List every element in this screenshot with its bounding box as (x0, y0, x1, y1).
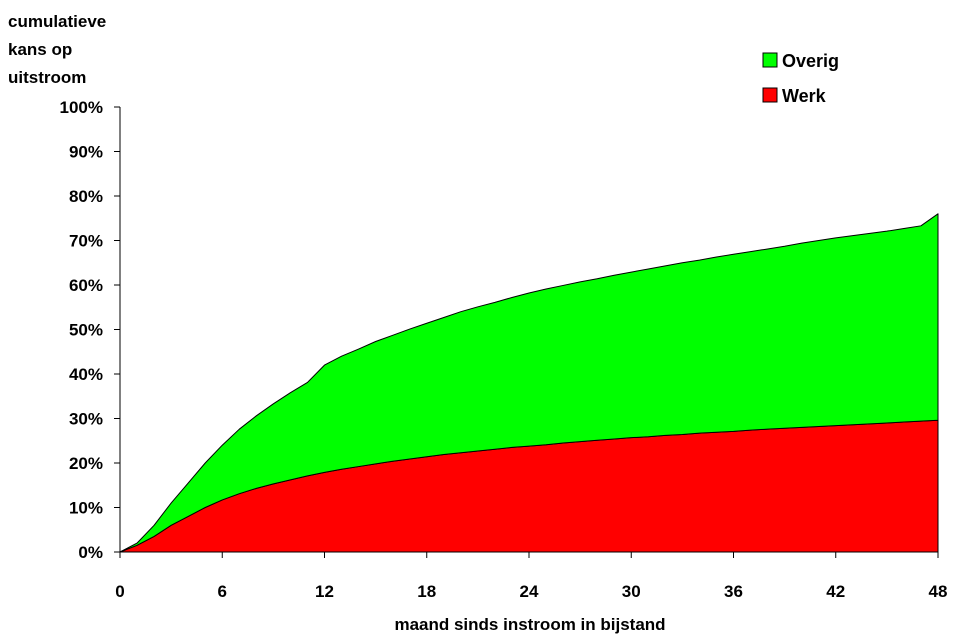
x-tick-label: 0 (115, 582, 124, 601)
x-tick-label: 6 (218, 582, 227, 601)
x-ticks: 0 6 12 18 24 30 36 42 48 (115, 552, 947, 601)
y-tick-label: 60% (69, 276, 103, 295)
plot-areas (119, 213, 939, 553)
legend-item-overig: Overig (762, 51, 839, 71)
x-tick-label: 42 (826, 582, 845, 601)
y-tick-label: 10% (69, 499, 103, 518)
x-tick-label: 48 (929, 582, 948, 601)
y-tick-label: 30% (69, 410, 103, 429)
x-tick-label: 36 (724, 582, 743, 601)
x-tick-label: 12 (315, 582, 334, 601)
y-tick-label: 0% (78, 543, 103, 562)
y-tick-label: 20% (69, 454, 103, 473)
x-tick-label: 30 (622, 582, 641, 601)
area-overig (119, 213, 939, 553)
y-tick-label: 100% (60, 98, 103, 117)
legend: Overig Werk (762, 51, 839, 106)
x-axis-title: maand sinds instroom in bijstand (394, 615, 665, 634)
y-tick-label: 40% (69, 365, 103, 384)
y-axis-title-line-2: kans op (8, 40, 72, 59)
legend-swatch-werk (762, 87, 778, 103)
x-tick-label: 18 (417, 582, 436, 601)
legend-label-werk: Werk (782, 86, 827, 106)
y-ticks: 0% 10% 20% 30% 40% 50% 60% 70% 80% 90% 100% (60, 98, 120, 562)
y-axis-title-line-3: uitstroom (8, 68, 86, 87)
y-axis-title: cumulatieve kans op uitstroom (8, 12, 106, 87)
legend-item-werk: Werk (762, 86, 827, 106)
y-tick-label: 90% (69, 143, 103, 162)
y-tick-label: 80% (69, 187, 103, 206)
x-tick-label: 24 (520, 582, 539, 601)
y-tick-label: 50% (69, 321, 103, 340)
y-axis-title-line-1: cumulatieve (8, 12, 106, 31)
legend-label-overig: Overig (782, 51, 839, 71)
legend-swatch-overig (762, 52, 778, 68)
y-tick-label: 70% (69, 232, 103, 251)
